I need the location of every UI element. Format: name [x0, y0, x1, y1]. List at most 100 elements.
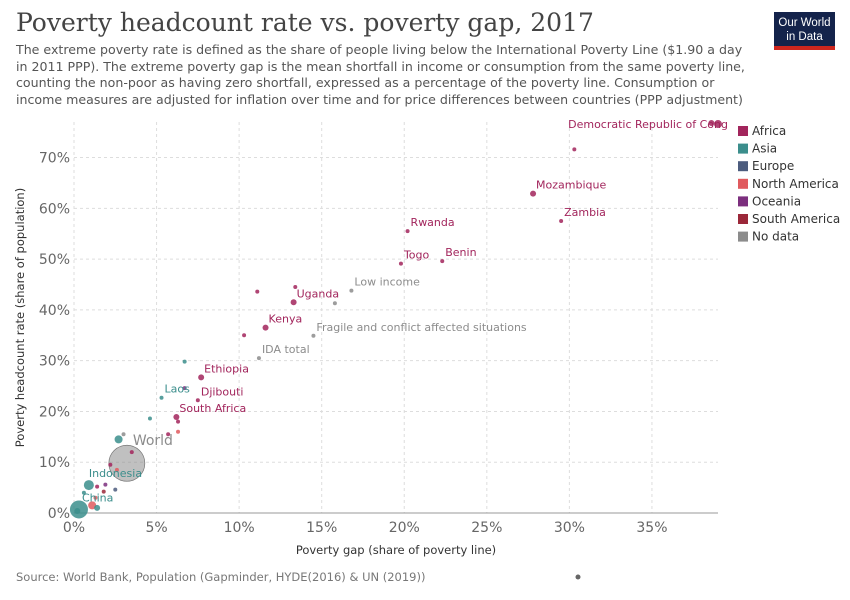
scatter-point[interactable]: [182, 359, 187, 364]
point-label: Uganda: [297, 287, 339, 300]
scatter-point[interactable]: [398, 261, 403, 266]
legend-label[interactable]: North America: [752, 177, 839, 191]
scatter-point[interactable]: [559, 219, 564, 224]
point-label: Benin: [445, 246, 476, 259]
scatter-point[interactable]: [108, 462, 113, 467]
scatter-point[interactable]: [93, 495, 98, 500]
logo-line-2: in Data: [786, 31, 823, 43]
y-tick-label: 60%: [39, 201, 70, 217]
point-label: China: [82, 491, 113, 504]
y-tick-label: 30%: [39, 354, 70, 370]
chart-subtitle: The extreme poverty rate is defined as t…: [16, 42, 745, 107]
legend-label[interactable]: Asia: [752, 142, 777, 156]
scatter-point[interactable]: [114, 435, 123, 444]
point-label: World: [133, 433, 173, 449]
scatter-point[interactable]: [405, 229, 410, 234]
legend-swatch[interactable]: [738, 143, 748, 154]
point-label: Indonesia: [89, 467, 142, 480]
scatter-point[interactable]: [176, 429, 181, 434]
scatter-point[interactable]: [108, 444, 146, 482]
scatter-point[interactable]: [349, 288, 354, 293]
scatter-point[interactable]: [293, 285, 298, 290]
legend-swatch[interactable]: [738, 196, 748, 207]
y-tick-label: 40%: [39, 303, 70, 319]
scatter-point[interactable]: [147, 416, 152, 421]
y-tick-label: 50%: [39, 252, 70, 268]
scatter-point[interactable]: [129, 450, 134, 455]
timeline-handle-icon[interactable]: [575, 574, 581, 580]
point-label: Togo: [403, 249, 430, 262]
point-label: Kenya: [269, 313, 303, 326]
scatter-point[interactable]: [262, 324, 269, 331]
scatter-point[interactable]: [88, 501, 97, 510]
scatter-point[interactable]: [708, 120, 715, 127]
point-labels: Democratic Republic of Cong Mozambique Zam…: [82, 118, 728, 504]
scatter-point[interactable]: [159, 395, 164, 400]
scatter-point[interactable]: [101, 489, 106, 494]
scatter-point[interactable]: [572, 147, 577, 152]
scatter-point[interactable]: [195, 398, 200, 403]
y-tick-label: 70%: [39, 151, 70, 167]
point-label: Mozambique: [536, 179, 606, 192]
point-label: South Africa: [179, 402, 246, 415]
scatter-point[interactable]: [256, 356, 261, 361]
scatter-point[interactable]: [440, 259, 445, 264]
x-tick-label: 15%: [306, 520, 337, 536]
scatter-point[interactable]: [113, 487, 118, 492]
scatter-point[interactable]: [242, 333, 247, 338]
owid-logo[interactable]: Our World in Data: [774, 12, 835, 50]
legend-label[interactable]: South America: [752, 212, 840, 226]
y-tick-label: 10%: [39, 455, 70, 471]
legend-swatch[interactable]: [738, 231, 748, 242]
scatter-point[interactable]: [83, 480, 94, 491]
scatter-point[interactable]: [311, 333, 316, 338]
scatter-point[interactable]: [81, 490, 86, 495]
data-points: [69, 120, 722, 519]
legend-label[interactable]: Africa: [752, 124, 786, 138]
scatter-point[interactable]: [166, 432, 171, 437]
y-tick-label: 0%: [48, 506, 70, 522]
legend-label[interactable]: No data: [752, 230, 799, 244]
x-tick-label: 0%: [63, 520, 85, 536]
scatter-point[interactable]: [714, 120, 722, 129]
point-label: Fragile and conflict affected situations: [316, 321, 527, 334]
scatter-point[interactable]: [95, 484, 100, 489]
legend-swatch[interactable]: [738, 161, 748, 172]
scatter-point[interactable]: [74, 507, 81, 514]
legend-swatch[interactable]: [738, 126, 748, 136]
axes: 0% 10% 20% 30% 40% 50% 60% 70% 0% 5% 10% 15% 20% 25% 3…: [13, 151, 718, 557]
scatter-point[interactable]: [94, 504, 101, 511]
point-label: Low income: [354, 276, 420, 289]
scatter-point[interactable]: [173, 414, 180, 421]
scatter-point[interactable]: [530, 190, 537, 197]
x-tick-label: 10%: [224, 520, 255, 536]
legend-swatch[interactable]: [738, 214, 748, 224]
x-tick-label: 20%: [389, 520, 420, 536]
grid-lines: [73, 122, 718, 514]
x-axis-label: Poverty gap (share of poverty line): [296, 543, 496, 557]
y-axis-label: Poverty headcount rate (share of populat…: [13, 188, 27, 447]
legend-label[interactable]: Oceania: [752, 194, 801, 208]
scatter-point[interactable]: [103, 482, 108, 487]
point-label: Democratic Republic of Cong: [568, 118, 728, 131]
legend-label[interactable]: Europe: [752, 159, 794, 173]
scatter-point[interactable]: [255, 289, 260, 294]
point-label: Laos: [165, 383, 191, 396]
point-label: Rwanda: [411, 216, 455, 229]
scatter-point[interactable]: [198, 374, 205, 381]
scatter-point[interactable]: [114, 467, 119, 472]
scatter-point[interactable]: [176, 419, 181, 424]
point-label: IDA total: [262, 343, 310, 356]
point-label: Djibouti: [201, 385, 244, 398]
legend-swatch[interactable]: [738, 178, 748, 189]
chart-title: Poverty headcount rate vs. poverty gap, …: [16, 8, 594, 37]
x-tick-label: 5%: [145, 520, 167, 536]
scatter-point[interactable]: [290, 299, 297, 306]
point-label: Zambia: [564, 206, 606, 219]
logo-line-1: Our World: [778, 17, 831, 29]
x-tick-label: 25%: [471, 520, 502, 536]
scatter-point[interactable]: [332, 301, 337, 306]
scatter-point[interactable]: [182, 386, 187, 391]
scatter-point[interactable]: [121, 432, 126, 437]
